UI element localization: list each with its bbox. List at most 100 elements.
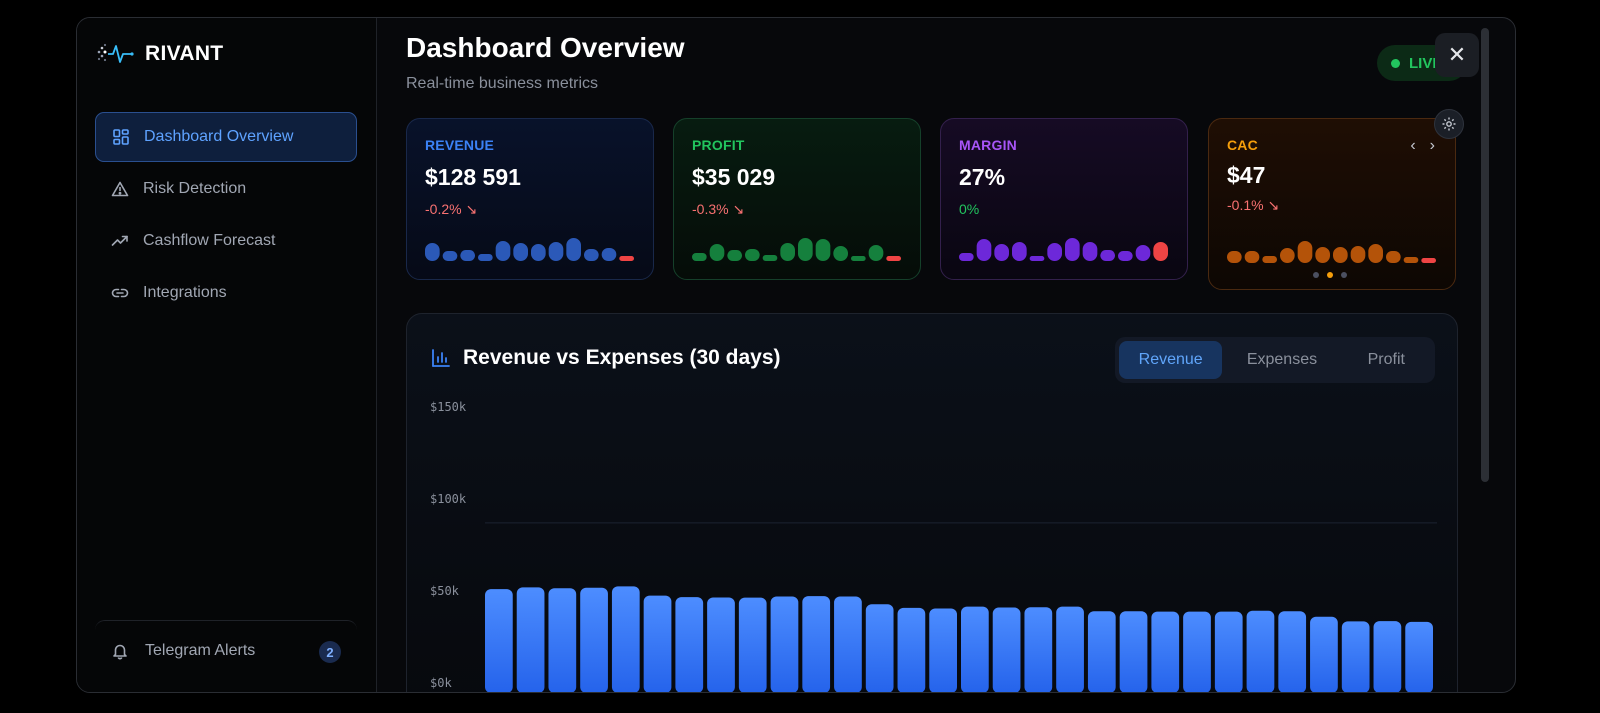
revenue-bar[interactable]: [1341, 621, 1370, 693]
margin-sparkline: [959, 238, 1168, 261]
sidebar-item-label: Cashflow Forecast: [143, 232, 276, 249]
live-label: LIVE: [1409, 54, 1443, 72]
sparkline-bar: [833, 246, 848, 261]
tab-profit[interactable]: Profit: [1367, 351, 1405, 368]
sparkline-bar: [513, 243, 528, 261]
sidebar-item-label: Risk Detection: [143, 180, 247, 197]
sparkline-bar: [1029, 256, 1045, 261]
revenue-bar[interactable]: [802, 596, 831, 693]
revenue-bar[interactable]: [516, 587, 545, 693]
revenue-card[interactable]: REVENUE $128 591 -0.2% ↘: [406, 118, 654, 280]
revenue-bar[interactable]: [548, 588, 577, 693]
margin-card[interactable]: MARGIN 27% 0%: [940, 118, 1188, 280]
sparkline-bar: [442, 251, 458, 261]
revenue-bar[interactable]: [865, 604, 894, 693]
sparkline-bar: [1244, 251, 1260, 263]
sparkline-bar: [1262, 256, 1277, 263]
revenue-bar[interactable]: [738, 597, 767, 693]
revenue-bar[interactable]: [485, 589, 513, 693]
revenue-bar[interactable]: [1373, 621, 1402, 693]
card-label: REVENUE: [425, 137, 495, 153]
sparkline-bar: [1280, 248, 1295, 263]
chart-header: Revenue vs Expenses (30 days): [431, 346, 781, 370]
cac-sparkline: [1227, 241, 1436, 263]
sparkline-bar: [745, 249, 760, 261]
sparkline-bar: [1153, 242, 1168, 261]
chart-tab-switcher: Revenue Expenses Profit: [1115, 337, 1435, 383]
revenue-bar[interactable]: [580, 587, 608, 693]
sparkline-bar: [425, 243, 440, 261]
cac-card[interactable]: CAC ‹ › $47 -0.1% ↘: [1208, 118, 1456, 290]
revenue-bar[interactable]: [1183, 611, 1211, 693]
sparkline-bar: [994, 244, 1009, 261]
sidebar-item-risk-detection[interactable]: Risk Detection: [95, 164, 357, 214]
sparkline-bar: [1368, 244, 1383, 263]
telegram-alerts-label: Telegram Alerts: [145, 641, 256, 659]
close-button[interactable]: ✕: [1435, 33, 1479, 77]
sparkline-bar: [601, 248, 617, 261]
revenue-bar[interactable]: [675, 597, 704, 693]
y-tick-label: $0k: [430, 676, 452, 690]
revenue-sparkline: [425, 238, 634, 261]
revenue-bar[interactable]: [1087, 611, 1116, 693]
scrollbar-thumb[interactable]: [1481, 28, 1489, 482]
link-icon: [111, 288, 129, 298]
profit-card[interactable]: PROFIT $35 029 -0.3% ↘: [673, 118, 921, 280]
revenue-bar[interactable]: [992, 607, 1021, 693]
revenue-bar[interactable]: [929, 608, 957, 693]
card-change: -0.3% ↘: [692, 201, 745, 217]
sidebar-item-cashflow-forecast[interactable]: Cashflow Forecast: [95, 216, 357, 266]
sparkline-bar: [851, 256, 866, 261]
revenue-bar-chart: $150k $100k $50k $0k: [430, 400, 1437, 693]
tab-expenses[interactable]: Expenses: [1246, 351, 1318, 368]
revenue-bar[interactable]: [834, 596, 862, 693]
revenue-bar[interactable]: [611, 586, 640, 693]
sidebar-item-dashboard-overview[interactable]: Dashboard Overview: [95, 112, 357, 162]
revenue-bar[interactable]: [1278, 611, 1307, 693]
revenue-bar[interactable]: [1214, 611, 1243, 693]
sparkline-bar: [1350, 246, 1366, 263]
card-label: MARGIN: [959, 137, 1017, 153]
sparkline-bar: [709, 244, 725, 261]
live-dot-icon: [1391, 58, 1400, 68]
y-tick-label: $150k: [430, 400, 467, 414]
chart-title: Revenue vs Expenses (30 days): [463, 346, 781, 369]
revenue-bar[interactable]: [1119, 611, 1148, 693]
sparkline-bar: [815, 239, 831, 261]
carousel-dot-active[interactable]: [1327, 272, 1333, 278]
sparkline-bar: [548, 242, 564, 261]
sidebar-item-integrations[interactable]: Integrations: [95, 268, 357, 318]
chevron-left-icon[interactable]: ‹: [1410, 137, 1416, 154]
sparkline-bar: [1047, 243, 1062, 261]
brand[interactable]: RIVANT: [95, 42, 223, 66]
grid-icon: [113, 129, 129, 145]
sparkline-bar: [1333, 247, 1348, 263]
carousel-dot[interactable]: [1341, 272, 1347, 278]
revenue-bar[interactable]: [897, 607, 926, 693]
card-value: $35 029: [692, 164, 776, 190]
revenue-bar[interactable]: [1405, 621, 1433, 693]
revenue-bar[interactable]: [1310, 616, 1338, 693]
settings-button[interactable]: [1434, 109, 1464, 139]
carousel-dot[interactable]: [1313, 272, 1319, 278]
sparkline-bar: [1421, 258, 1436, 263]
revenue-bar[interactable]: [1246, 610, 1275, 693]
revenue-bar[interactable]: [1056, 606, 1084, 693]
sparkline-bar: [798, 238, 813, 261]
tab-revenue[interactable]: Revenue: [1119, 341, 1223, 379]
revenue-bar[interactable]: [1024, 607, 1053, 693]
sparkline-bar: [1100, 250, 1115, 261]
revenue-bar[interactable]: [707, 597, 735, 693]
trending-up-icon: [111, 235, 128, 246]
main-content: Dashboard Overview Real-time business me…: [377, 18, 1515, 693]
sparkline-bar: [1082, 242, 1098, 261]
sidebar-nav: Dashboard Overview Risk Detection Cashfl…: [95, 112, 357, 320]
revenue-bar[interactable]: [770, 596, 799, 693]
sparkline-bar: [619, 256, 634, 261]
revenue-bar[interactable]: [643, 595, 672, 693]
revenue-bar[interactable]: [1151, 611, 1180, 693]
revenue-bar[interactable]: [961, 606, 989, 693]
telegram-alerts-button[interactable]: Telegram Alerts 2: [95, 620, 357, 680]
sidebar: RIVANT Dashboard Overview Risk Detectio: [77, 18, 377, 692]
chevron-right-icon[interactable]: ›: [1429, 137, 1435, 154]
